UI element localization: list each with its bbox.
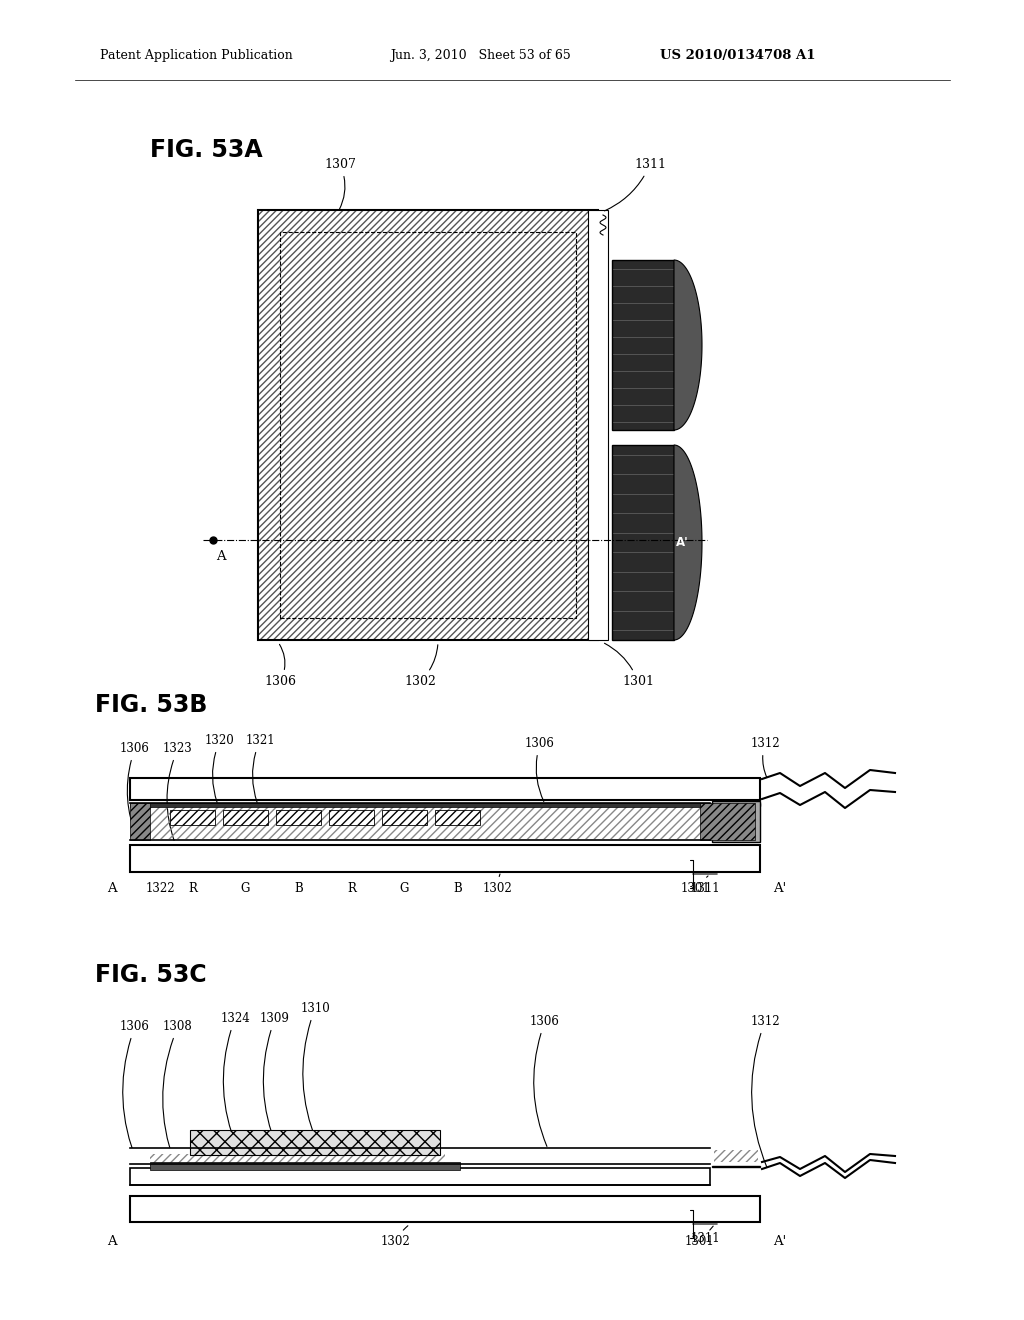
Bar	[130, 1148, 190, 1164]
Text: 1308: 1308	[163, 1020, 193, 1162]
Bar	[612, 260, 674, 430]
Bar	[588, 210, 608, 640]
Text: 1301: 1301	[604, 643, 654, 688]
Text: Jun. 3, 2010   Sheet 53 of 65: Jun. 3, 2010 Sheet 53 of 65	[390, 49, 570, 62]
Text: R: R	[347, 882, 356, 895]
Text: B: B	[294, 882, 303, 895]
Text: A: A	[216, 549, 225, 562]
Bar	[450, 1148, 750, 1164]
Text: 1324: 1324	[220, 1012, 250, 1147]
Text: 1312: 1312	[751, 1015, 780, 1167]
Text: R: R	[188, 882, 197, 895]
Text: 1302: 1302	[404, 644, 438, 688]
Text: 1323: 1323	[163, 742, 193, 841]
Text: G: G	[399, 882, 410, 895]
Bar	[130, 777, 760, 800]
Text: A: A	[108, 1236, 117, 1247]
Text: Patent Application Publication: Patent Application Publication	[100, 49, 293, 62]
Bar	[259, 211, 597, 639]
Bar	[150, 1154, 445, 1166]
Text: 1306: 1306	[120, 1020, 150, 1162]
Text: 1311: 1311	[690, 882, 720, 895]
Polygon shape	[674, 260, 702, 430]
Bar	[130, 1196, 760, 1222]
Bar	[130, 1168, 710, 1185]
Bar	[258, 210, 598, 640]
Text: 1311: 1311	[604, 158, 666, 211]
Bar	[130, 803, 710, 807]
Text: B: B	[454, 882, 462, 895]
Bar	[223, 810, 268, 825]
Polygon shape	[674, 445, 702, 640]
Bar	[150, 1162, 460, 1170]
Text: 1302: 1302	[380, 1226, 410, 1247]
Bar	[130, 803, 150, 840]
Bar	[612, 445, 674, 640]
Bar	[190, 1130, 440, 1155]
Bar	[131, 804, 709, 840]
Text: 1310: 1310	[300, 1002, 330, 1142]
Bar	[130, 845, 760, 873]
Text: 1311: 1311	[690, 1232, 720, 1245]
Bar	[276, 810, 321, 825]
Bar	[130, 803, 710, 840]
Text: 1306: 1306	[530, 1015, 560, 1147]
Bar	[700, 803, 755, 840]
Text: 1307: 1307	[324, 158, 356, 210]
Bar	[382, 810, 427, 825]
Bar	[714, 1150, 758, 1162]
Text: A: A	[108, 882, 117, 895]
Text: 1322: 1322	[145, 882, 175, 895]
Text: G: G	[241, 882, 250, 895]
Text: 1306: 1306	[525, 737, 555, 801]
Text: 1301: 1301	[680, 876, 710, 895]
Bar	[712, 801, 760, 842]
Text: 1321: 1321	[245, 734, 274, 803]
Text: A': A'	[773, 882, 786, 895]
Text: 1320: 1320	[205, 734, 234, 803]
Text: US 2010/0134708 A1: US 2010/0134708 A1	[660, 49, 815, 62]
Text: FIG. 53A: FIG. 53A	[150, 139, 262, 162]
Text: A': A'	[676, 536, 689, 549]
Text: FIG. 53C: FIG. 53C	[95, 964, 207, 987]
Text: A': A'	[773, 1236, 786, 1247]
Text: 1309: 1309	[260, 1012, 290, 1147]
Text: 1306: 1306	[264, 644, 296, 688]
Text: 1302: 1302	[483, 874, 513, 895]
Text: 1312: 1312	[751, 737, 780, 777]
Text: FIG. 53B: FIG. 53B	[95, 693, 208, 717]
Text: 1306: 1306	[120, 742, 150, 837]
Bar	[712, 803, 760, 807]
Text: 1301: 1301	[685, 1226, 715, 1247]
Bar	[435, 810, 480, 825]
Bar	[329, 810, 374, 825]
Bar	[170, 810, 215, 825]
Bar	[280, 232, 575, 618]
